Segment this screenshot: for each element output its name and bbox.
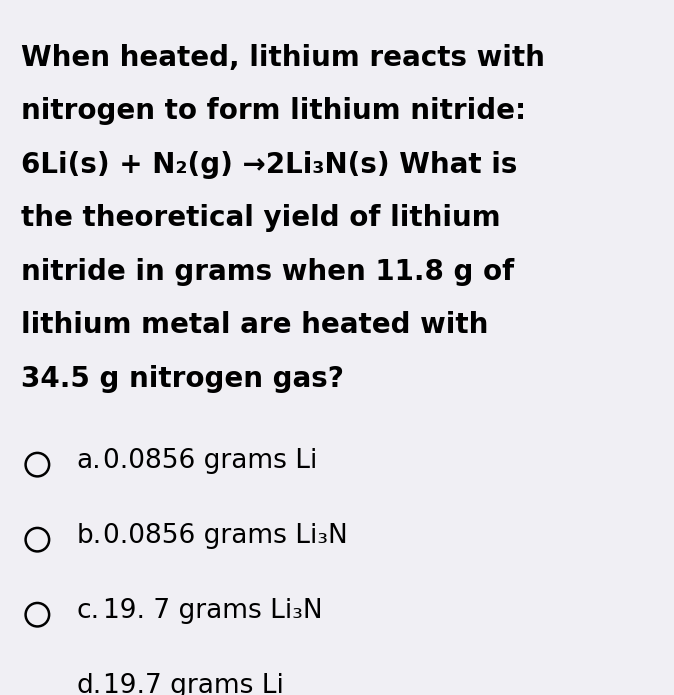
Text: 0.0856 grams Li₃N: 0.0856 grams Li₃N: [102, 523, 348, 550]
Text: 19.7 grams Li: 19.7 grams Li: [102, 673, 284, 695]
Text: 6Li(s) + N₂(g) →2Li₃N(s) What is: 6Li(s) + N₂(g) →2Li₃N(s) What is: [21, 151, 518, 179]
Text: d.: d.: [77, 673, 102, 695]
Text: b.: b.: [77, 523, 102, 550]
Text: nitride in grams when 11.8 g of: nitride in grams when 11.8 g of: [21, 258, 514, 286]
Text: lithium metal are heated with: lithium metal are heated with: [21, 311, 489, 339]
Text: When heated, lithium reacts with: When heated, lithium reacts with: [21, 44, 545, 72]
Text: 19. 7 grams Li₃N: 19. 7 grams Li₃N: [102, 598, 322, 624]
Text: the theoretical yield of lithium: the theoretical yield of lithium: [21, 204, 501, 232]
Text: 34.5 g nitrogen gas?: 34.5 g nitrogen gas?: [21, 365, 344, 393]
Text: a.: a.: [77, 448, 101, 475]
Text: 0.0856 grams Li: 0.0856 grams Li: [102, 448, 317, 475]
Text: c.: c.: [77, 598, 100, 624]
Text: nitrogen to form lithium nitride:: nitrogen to form lithium nitride:: [21, 97, 526, 125]
